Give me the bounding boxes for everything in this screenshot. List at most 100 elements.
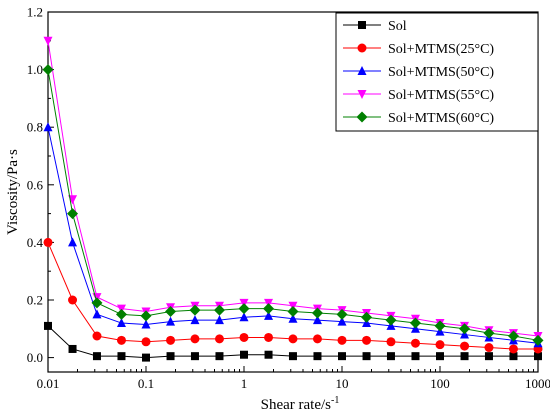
data-point	[460, 352, 469, 361]
legend: Sol Sol+MTMS(25°C) Sol+MTMS(50°C) Sol+MTMS(…	[335, 12, 539, 132]
legend-item: Sol+MTMS(60°C)	[343, 111, 494, 126]
data-point	[509, 352, 518, 361]
data-point	[337, 316, 347, 326]
data-point	[214, 334, 224, 344]
data-point	[91, 297, 103, 309]
data-point	[483, 327, 495, 339]
x-axis-title: Shear rate/s-1	[261, 395, 340, 413]
y-tick-label: 0.2	[27, 293, 43, 308]
data-point	[313, 352, 322, 361]
legend-marker	[357, 66, 367, 75]
legend-label: Sol	[388, 19, 407, 34]
data-point	[214, 315, 224, 325]
data-point	[43, 36, 53, 46]
x-tick-label: 0.01	[37, 376, 60, 391]
data-point	[362, 352, 371, 361]
data-point	[460, 341, 470, 351]
data-point	[508, 344, 518, 354]
data-point	[534, 352, 542, 361]
data-point	[263, 303, 275, 315]
legend-label: Sol+MTMS(25°C)	[388, 42, 494, 57]
legend-marker	[358, 21, 366, 29]
data-point	[239, 312, 249, 322]
data-point	[311, 307, 323, 319]
data-point	[68, 344, 77, 353]
data-point	[141, 337, 151, 347]
data-point	[44, 321, 52, 330]
y-tick-label: 0.6	[27, 177, 44, 192]
data-point	[92, 309, 102, 319]
data-point	[166, 316, 176, 326]
data-point	[459, 323, 471, 335]
data-point	[312, 334, 322, 344]
legend-marker	[357, 43, 367, 53]
x-tick-label: 1000	[525, 376, 550, 391]
data-point	[190, 334, 200, 344]
legend-marker	[356, 111, 368, 123]
series-group	[42, 64, 544, 346]
data-point	[92, 331, 102, 341]
data-point	[435, 340, 445, 350]
data-point	[43, 237, 53, 247]
data-point	[117, 352, 126, 361]
legend-label: Sol+MTMS(55°C)	[388, 88, 494, 103]
data-point	[386, 352, 395, 361]
y-tick-label: 0.4	[27, 235, 44, 250]
data-point	[337, 335, 347, 345]
data-point	[385, 314, 397, 326]
x-axis-title-exponent: -1	[331, 395, 339, 406]
x-tick-label: 1	[241, 376, 248, 391]
data-point	[115, 308, 127, 320]
data-point	[287, 306, 299, 318]
data-point	[239, 332, 249, 342]
data-point	[411, 352, 420, 361]
data-point	[484, 343, 494, 353]
data-point	[68, 237, 78, 247]
data-point	[141, 319, 151, 329]
data-point	[166, 335, 176, 345]
data-point	[240, 350, 248, 359]
data-point	[213, 304, 225, 316]
legend-label: Sol+MTMS(50°C)	[388, 65, 494, 80]
legend-label: Sol+MTMS(60°C)	[388, 111, 494, 126]
data-point	[189, 304, 201, 316]
x-axis: 0.01 0.1 1 10 100 1000	[37, 366, 550, 391]
data-point	[67, 208, 79, 220]
data-point	[190, 315, 200, 325]
plot-frame	[47, 11, 539, 373]
data-point	[42, 64, 54, 76]
y-axis-title: Viscosity/Pa·s	[5, 149, 21, 235]
x-tick-label: 0.1	[138, 376, 154, 391]
data-point	[166, 352, 175, 361]
legend-item: Sol	[343, 19, 407, 34]
x-tick-label: 10	[336, 376, 349, 391]
data-point	[165, 306, 177, 318]
data-point	[92, 352, 101, 361]
data-point	[409, 317, 421, 329]
legend-item: Sol+MTMS(25°C)	[343, 42, 494, 57]
data-point	[532, 334, 544, 346]
legend-marker	[357, 90, 367, 99]
data-point	[264, 350, 273, 359]
series-group	[44, 321, 542, 362]
data-point	[484, 352, 493, 361]
y-tick-label: 1.2	[27, 5, 43, 20]
y-axis: 0.0 0.2 0.4 0.6 0.8 1.0 1.2	[27, 5, 54, 365]
data-point	[338, 352, 346, 361]
legend-item: Sol+MTMS(55°C)	[343, 88, 494, 103]
legend-item: Sol+MTMS(50°C)	[343, 65, 494, 80]
data-point	[215, 352, 224, 361]
data-point	[361, 311, 373, 323]
data-point	[362, 335, 372, 345]
data-point	[312, 315, 322, 325]
data-point	[264, 332, 274, 342]
x-tick-label: 100	[430, 376, 450, 391]
data-point	[507, 330, 519, 342]
data-point	[238, 303, 250, 315]
series-layer	[42, 36, 544, 362]
y-tick-label: 0.8	[27, 120, 43, 135]
data-point	[288, 313, 298, 323]
data-point	[142, 353, 150, 362]
data-point	[336, 308, 348, 320]
